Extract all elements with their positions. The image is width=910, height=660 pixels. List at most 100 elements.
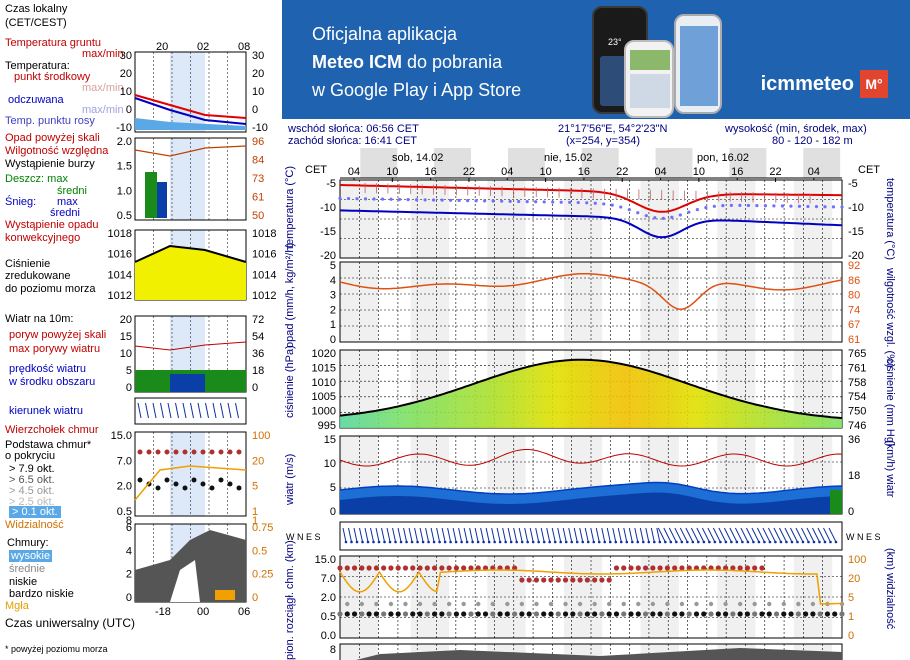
- cloud-base-dot: [395, 611, 401, 617]
- humidity-axis-label: wilgotność wzgl. (%): [884, 268, 896, 368]
- wind-arrow-head: [675, 540, 678, 544]
- axis-tick-right: 1: [848, 611, 854, 623]
- legend-tick: 1012: [252, 290, 276, 302]
- phone-image-2: [624, 40, 674, 118]
- dew-point-dot: [500, 199, 504, 203]
- cloud-base-dot: [752, 611, 758, 617]
- wind-arrow: [540, 527, 545, 543]
- cloud-base-dot-sparse: [796, 601, 801, 607]
- height-values: 80 - 120 - 182 m: [772, 135, 853, 147]
- axis-tick-right: 758: [848, 377, 866, 389]
- legend-tick: 7.0: [117, 455, 132, 467]
- legend-dew-point: Temp. punktu rosy: [5, 115, 95, 127]
- compass-label-right: W N E S: [846, 532, 881, 542]
- cloud-base-dot-sparse: [563, 601, 568, 607]
- panel-shade: [793, 262, 833, 342]
- legend-night-shade: [170, 52, 205, 132]
- legend-tick: 0.25: [252, 569, 273, 581]
- wind-arrow: [601, 527, 606, 543]
- cloud-top-dot: [453, 565, 460, 571]
- axis-tick-right: -20: [848, 250, 864, 262]
- legend-tick: -10: [116, 122, 132, 134]
- legend-ground-maxmin: max/min: [82, 48, 124, 60]
- cloud-base-dot-sparse: [650, 601, 656, 607]
- axis-tick-right: 0: [848, 630, 854, 642]
- app-promo-banner[interactable]: Oficjalna aplikacja Meteo ICM do pobrani…: [282, 0, 910, 119]
- visibility-line: [339, 569, 843, 605]
- cloud-base-dot-sparse: [621, 601, 626, 607]
- legend-tick: 0: [252, 104, 258, 116]
- wind-arrow-head: [405, 540, 408, 544]
- dew-point-dot: [338, 196, 342, 200]
- wind-arrow-head: [619, 540, 623, 544]
- legend-tick: 0.75: [252, 522, 273, 534]
- legend-cloud-top-dot: [227, 449, 233, 455]
- axis-tick-right: 761: [848, 362, 866, 374]
- wind-arrow-head: [608, 540, 612, 544]
- legend-cloud-gap: [170, 560, 200, 602]
- cloud-base-dot: [817, 611, 823, 617]
- cloud-top-dot: [526, 577, 532, 583]
- axis-tick-right: 74: [848, 304, 860, 316]
- legend-snow-avg: średni: [50, 207, 80, 219]
- legend-feels-maxmin: max/min: [82, 104, 124, 116]
- wind-arrow-head: [476, 540, 480, 544]
- cloud-top-dot: [373, 565, 379, 571]
- wind-arrow-head: [829, 540, 832, 544]
- wind-arrow: [663, 527, 672, 543]
- axis-tick-left: 2: [330, 304, 336, 316]
- wind-arrow-head: [465, 540, 469, 544]
- wind-arrow-head: [366, 540, 370, 544]
- axis-tick-left: 0: [330, 506, 336, 518]
- cloud-base-dot: [613, 611, 620, 617]
- dew-point-dot: [355, 197, 359, 201]
- wind-arrow: [513, 527, 518, 543]
- axis-tick-left: -10: [320, 202, 336, 214]
- legend-tick: 61: [252, 192, 264, 204]
- cloud-base-dot: [526, 611, 532, 617]
- cloud-base-dot: [708, 611, 714, 617]
- legend-local-tick: 08: [238, 41, 251, 53]
- cloud-top-dot: [424, 565, 430, 571]
- wind-arrow-head: [647, 540, 651, 544]
- wind-arrow-head: [487, 540, 491, 544]
- wind-arrow: [628, 527, 633, 543]
- cloud-base-dot: [453, 611, 460, 617]
- dew-point-dot: [823, 205, 827, 209]
- wind-arrow-head: [427, 540, 430, 544]
- cloud-top-dot: [482, 565, 489, 571]
- cloud-base-dot-sparse: [490, 601, 495, 607]
- legend-okt-65: > 6.5 okt.: [9, 474, 55, 486]
- wind-arrow-head: [669, 540, 673, 544]
- wind-arrow: [535, 527, 540, 543]
- wind-arrow: [623, 527, 628, 543]
- legend-ground-temp: Temperatura gruntu: [5, 37, 101, 49]
- legend-pressure-sea: do poziomu morza: [5, 283, 96, 295]
- axis-tick-left: 1020: [312, 348, 336, 360]
- legend-utc-tick: 00: [197, 606, 210, 618]
- wind-arrow: [370, 527, 375, 543]
- wind-arrow: [617, 527, 622, 543]
- legend-cloud-base-dot: [173, 481, 179, 487]
- cloud-base-dot: [548, 611, 554, 617]
- legend-tick: -10: [252, 122, 268, 134]
- wind-arrow: [679, 527, 688, 543]
- axis-tick-left: 8: [330, 644, 336, 656]
- wind-arrow-head: [812, 540, 816, 544]
- legend-precip-chart: 2.0 1.5 1.0 0.5 96 84 73 61 50: [117, 136, 265, 222]
- wind-arrow-head: [603, 540, 607, 544]
- dew-point-dot: [695, 207, 699, 212]
- precip-axis-label: opad (mm/h, kg/m²/h): [284, 242, 296, 348]
- legend-snow-max: max: [57, 196, 78, 208]
- wind-arrow-head: [818, 540, 821, 544]
- cloud-base-dot: [446, 611, 452, 617]
- cloud-top-dot: [337, 565, 343, 571]
- cloud-base-dot: [497, 611, 503, 617]
- axis-tick-left: -20: [320, 250, 336, 262]
- wind-arrow: [579, 527, 584, 543]
- cloud-base-dot-sparse: [679, 601, 685, 607]
- cloud-base-dot: [744, 611, 751, 617]
- axis-tick-left: -5: [326, 178, 336, 190]
- dew-point-dot: [687, 210, 691, 214]
- dew-point-dot: [363, 197, 368, 201]
